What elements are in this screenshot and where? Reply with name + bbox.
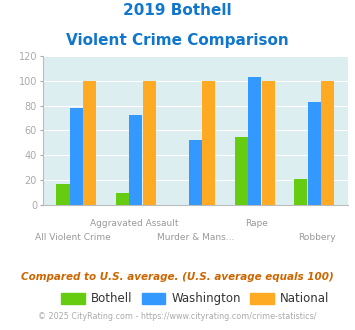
Bar <box>143 81 156 205</box>
Bar <box>202 81 215 205</box>
Text: Compared to U.S. average. (U.S. average equals 100): Compared to U.S. average. (U.S. average … <box>21 272 334 282</box>
Bar <box>129 115 142 205</box>
Bar <box>189 140 202 205</box>
Bar <box>116 193 129 205</box>
Text: Violent Crime Comparison: Violent Crime Comparison <box>66 33 289 48</box>
Legend: Bothell, Washington, National: Bothell, Washington, National <box>57 288 334 310</box>
Bar <box>235 137 248 205</box>
Text: All Violent Crime: All Violent Crime <box>35 233 111 242</box>
Text: © 2025 CityRating.com - https://www.cityrating.com/crime-statistics/: © 2025 CityRating.com - https://www.city… <box>38 312 317 321</box>
Bar <box>83 81 96 205</box>
Bar <box>70 108 83 205</box>
Bar <box>248 77 261 205</box>
Text: Murder & Mans...: Murder & Mans... <box>157 233 234 242</box>
Bar <box>307 102 321 205</box>
Bar <box>294 179 307 205</box>
Text: Robbery: Robbery <box>299 233 336 242</box>
Bar <box>321 81 334 205</box>
Text: Aggravated Assault: Aggravated Assault <box>90 219 179 228</box>
Text: Rape: Rape <box>245 219 268 228</box>
Text: 2019 Bothell: 2019 Bothell <box>123 3 232 18</box>
Bar <box>262 81 274 205</box>
Bar <box>56 183 70 205</box>
